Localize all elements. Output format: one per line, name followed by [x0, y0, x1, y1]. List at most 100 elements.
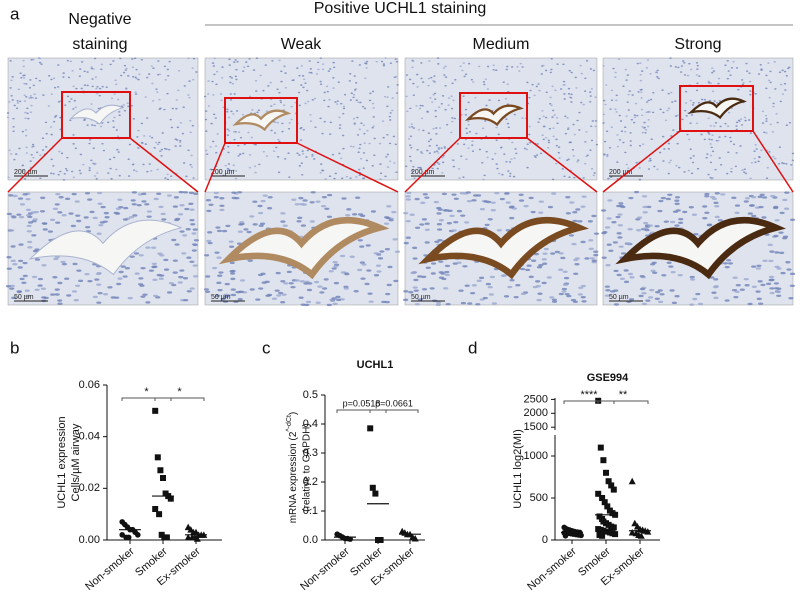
- nucleus: [64, 277, 70, 280]
- nucleus: [518, 70, 521, 72]
- nucleus: [702, 205, 708, 208]
- nucleus: [74, 147, 78, 150]
- nucleus: [563, 98, 566, 100]
- nucleus: [538, 211, 544, 214]
- zoom-line: [602, 130, 681, 193]
- nucleus: [391, 109, 394, 112]
- nucleus: [654, 225, 660, 228]
- nucleus: [203, 288, 210, 291]
- nucleus: [645, 101, 649, 103]
- nucleus: [179, 204, 185, 207]
- nucleus: [124, 267, 130, 270]
- nucleus: [497, 133, 500, 136]
- nucleus: [119, 74, 123, 77]
- nucleus: [639, 275, 645, 278]
- nucleus: [83, 70, 86, 73]
- nucleus: [432, 93, 435, 96]
- nucleus: [724, 64, 727, 67]
- nucleus: [131, 66, 135, 69]
- nucleus: [760, 69, 763, 71]
- nucleus: [326, 303, 332, 307]
- nucleus: [246, 230, 252, 234]
- nucleus: [396, 84, 399, 86]
- nucleus: [73, 299, 79, 302]
- nucleus: [784, 89, 787, 91]
- nucleus: [650, 138, 653, 141]
- nucleus: [620, 252, 627, 255]
- nucleus: [580, 72, 583, 75]
- nucleus: [118, 114, 121, 117]
- nucleus: [789, 272, 796, 276]
- tissue: [602, 57, 794, 181]
- nucleus: [171, 238, 177, 242]
- nucleus: [76, 269, 82, 272]
- nucleus: [571, 148, 575, 151]
- nucleus: [188, 80, 191, 82]
- nucleus: [327, 105, 330, 108]
- nucleus: [479, 298, 485, 301]
- nucleus: [662, 111, 665, 114]
- nucleus: [681, 60, 685, 62]
- nucleus: [385, 292, 391, 296]
- nucleus: [185, 175, 188, 178]
- nucleus: [438, 163, 441, 165]
- nucleus: [93, 175, 97, 177]
- nucleus: [778, 231, 784, 234]
- nucleus: [580, 284, 586, 288]
- nucleus: [658, 199, 664, 203]
- nucleus: [550, 104, 553, 107]
- nucleus: [253, 165, 257, 168]
- nucleus: [89, 210, 95, 214]
- nucleus: [343, 287, 349, 290]
- data-point: [631, 519, 639, 527]
- nucleus: [277, 171, 281, 174]
- nucleus: [229, 261, 235, 265]
- nucleus: [321, 132, 324, 135]
- significance-label: ****: [580, 389, 598, 401]
- nucleus: [529, 89, 532, 92]
- nucleus: [670, 270, 676, 274]
- nucleus: [724, 299, 730, 302]
- nucleus: [262, 89, 265, 92]
- nucleus: [305, 300, 312, 304]
- nucleus: [709, 176, 712, 179]
- nucleus: [421, 275, 427, 279]
- nucleus: [138, 254, 144, 257]
- nucleus: [625, 79, 628, 81]
- nucleus: [430, 262, 437, 265]
- nucleus: [195, 71, 198, 73]
- nucleus: [765, 118, 768, 120]
- nucleus: [21, 170, 25, 172]
- nucleus: [153, 147, 156, 149]
- nucleus: [408, 78, 412, 81]
- nucleus: [482, 80, 486, 83]
- nucleus: [116, 135, 120, 138]
- nucleus: [730, 66, 734, 69]
- nucleus: [555, 162, 558, 165]
- nucleus: [296, 67, 299, 69]
- overview-image: 200 µm: [602, 57, 795, 181]
- nucleus: [471, 199, 477, 202]
- nucleus: [580, 240, 586, 244]
- nucleus: [589, 68, 593, 70]
- nucleus: [687, 169, 691, 172]
- nucleus: [671, 301, 678, 305]
- nucleus: [528, 96, 531, 99]
- nucleus: [526, 264, 532, 267]
- nucleus: [650, 269, 656, 273]
- nucleus: [471, 150, 475, 152]
- nucleus: [602, 65, 605, 67]
- nucleus: [675, 209, 681, 212]
- nucleus: [689, 99, 692, 102]
- nucleus: [117, 277, 123, 280]
- nucleus: [278, 91, 281, 94]
- nucleus: [187, 94, 190, 96]
- nucleus: [220, 297, 226, 301]
- nucleus: [151, 262, 157, 265]
- nucleus: [467, 123, 470, 126]
- nucleus: [388, 218, 394, 222]
- nucleus: [467, 147, 470, 149]
- nucleus: [226, 134, 230, 136]
- nucleus: [88, 169, 91, 172]
- nucleus: [151, 265, 157, 269]
